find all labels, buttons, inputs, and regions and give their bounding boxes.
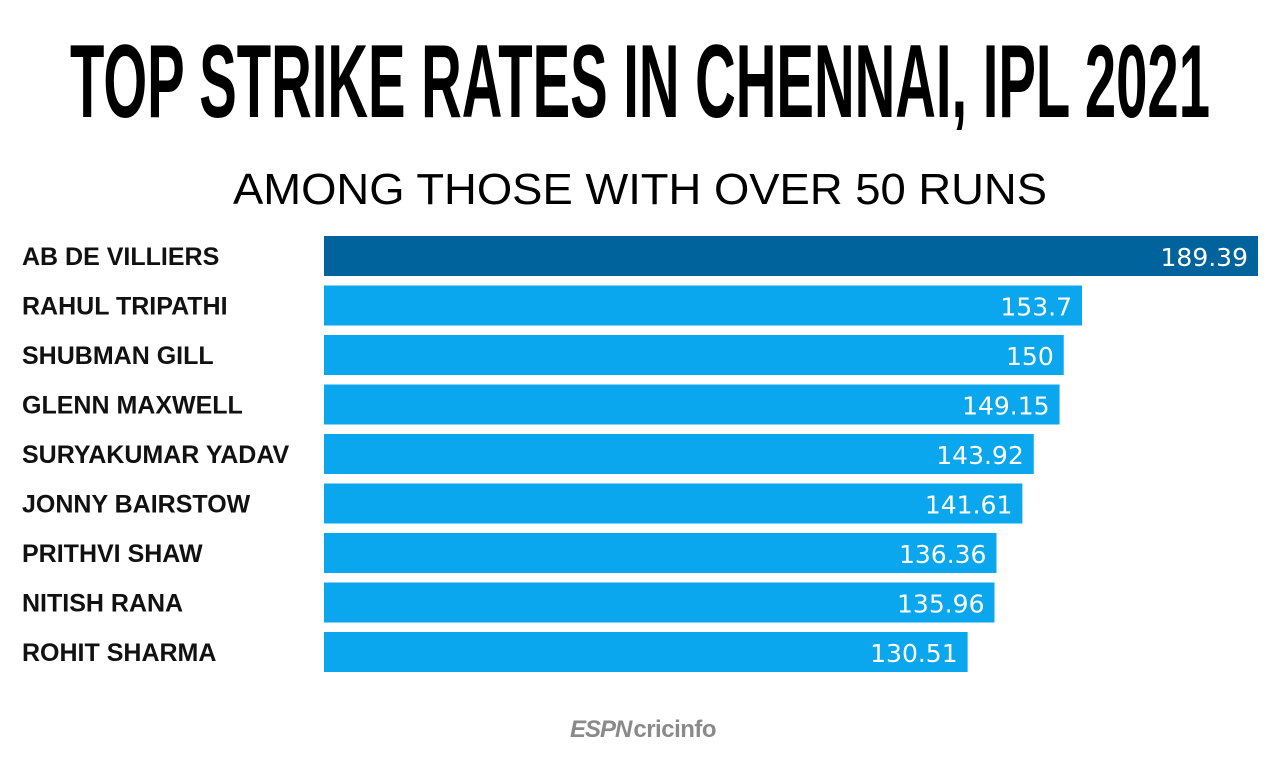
bar (324, 632, 968, 672)
espn-logo-text: ESPN (570, 716, 632, 743)
espncricinfo-logo: ESPNcricinfo (570, 716, 717, 744)
value-label: 135.96 (897, 590, 984, 619)
category-label: SURYAKUMAR YADAV (22, 441, 290, 469)
category-label: AB DE VILLIERS (22, 243, 219, 271)
value-label: 153.7 (1000, 293, 1072, 322)
category-label: NITISH RANA (22, 590, 183, 618)
value-label: 150 (1006, 342, 1054, 371)
bar (324, 236, 1258, 276)
bar (324, 533, 997, 573)
chart-subtitle-text: AMONG THOSE WITH OVER 50 RUNS (233, 165, 1047, 214)
bar (324, 335, 1064, 375)
category-label: RAHUL TRIPATHI (22, 293, 228, 321)
category-label: PRITHVI SHAW (22, 540, 203, 568)
bar (324, 285, 1082, 326)
bar (324, 582, 995, 623)
value-label: 136.36 (899, 540, 986, 569)
bar-chart: AB DE VILLIERS 189.39 RAHUL TRIPATHI 153.7 S… (22, 236, 1258, 672)
cricinfo-logo-text: cricinfo (633, 716, 717, 743)
value-label: 130.51 (870, 639, 957, 668)
bar (324, 384, 1060, 425)
category-label: JONNY BAIRSTOW (22, 491, 251, 519)
value-label: 141.61 (925, 491, 1012, 520)
chart-title: TOP STRIKE RATES IN CHENNAI, IPL 2021 (70, 30, 1210, 130)
category-label: SHUBMAN GILL (22, 342, 214, 370)
chart-subtitle: AMONG THOSE WITH OVER 50 RUNS (233, 165, 1047, 214)
value-label: 149.15 (962, 392, 1049, 421)
category-label: ROHIT SHARMA (22, 639, 216, 667)
value-label: 189.39 (1161, 243, 1248, 272)
bar (324, 483, 1023, 524)
value-label: 143.92 (936, 441, 1023, 470)
category-label: GLENN MAXWELL (22, 392, 243, 420)
bar (324, 434, 1034, 474)
chart-title-text: TOP STRIKE RATES IN CHENNAI, IPL 2021 (70, 30, 1210, 130)
